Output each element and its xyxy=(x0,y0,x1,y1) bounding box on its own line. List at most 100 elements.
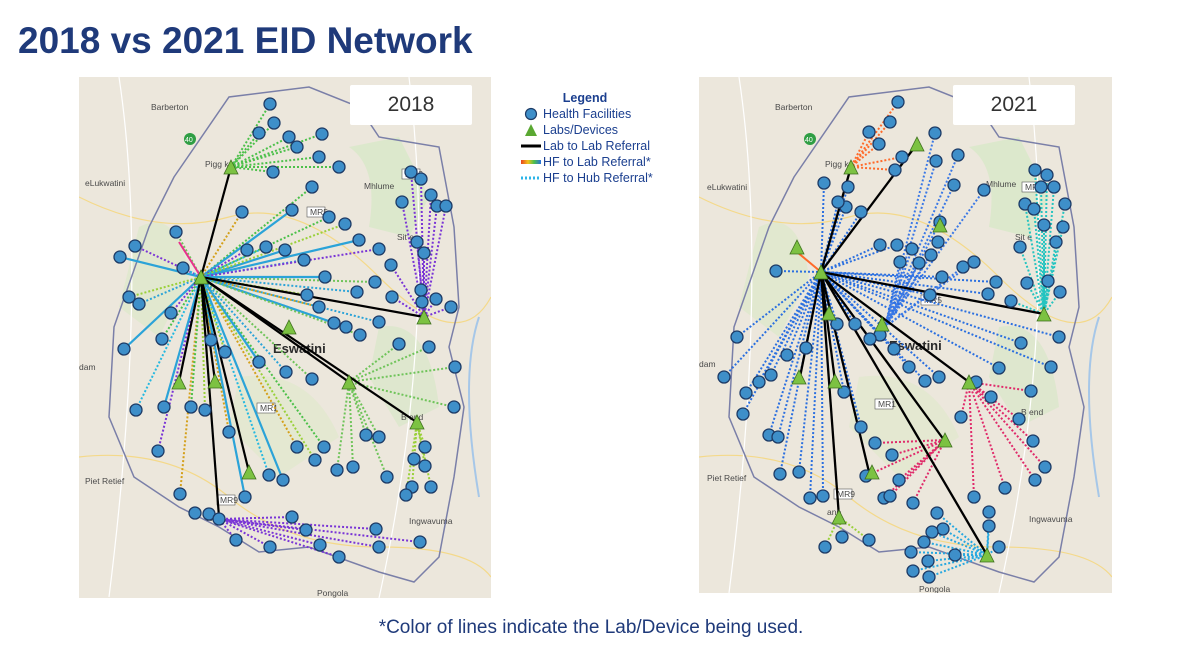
health-facility-marker xyxy=(410,235,424,249)
health-facility-marker xyxy=(318,270,332,284)
road-40-label: 40 xyxy=(185,137,193,144)
lab-device-marker xyxy=(171,374,187,390)
legend-label: HF to Hub Referral* xyxy=(543,171,653,185)
lab-device-marker xyxy=(223,159,239,175)
health-facility-marker xyxy=(155,332,169,346)
hub-referral-line xyxy=(348,381,367,436)
hub-referral-line xyxy=(1033,208,1045,315)
legend: Legend Health Facilities Labs/Devices La… xyxy=(520,91,680,186)
health-facility-marker xyxy=(276,473,290,487)
health-facility-marker xyxy=(285,510,299,524)
health-facility-marker xyxy=(290,440,304,454)
hub-referral-line xyxy=(758,271,822,383)
health-facility-marker xyxy=(173,487,187,501)
health-facility-marker xyxy=(392,337,406,351)
health-facility-marker xyxy=(1058,197,1072,211)
place-pongola: Pongola xyxy=(919,584,950,593)
health-facility-marker xyxy=(385,290,399,304)
place-mhlume: Mhlume xyxy=(364,181,395,191)
hub-referral-line xyxy=(968,381,1034,442)
map-2018[interactable]: MR3 MR5 MR1 MR9 40 Barberton Pigg k eLuk… xyxy=(79,77,491,598)
health-facility-marker xyxy=(1013,240,1027,254)
health-facility-marker xyxy=(887,342,901,356)
health-facility-marker xyxy=(184,400,198,414)
hub-referral-line xyxy=(200,276,298,448)
health-facility-marker xyxy=(117,342,131,356)
lab-device-marker xyxy=(241,464,257,480)
hub-referral-line xyxy=(138,276,202,305)
hub-referral-line xyxy=(820,182,825,273)
health-facility-marker xyxy=(936,522,950,536)
hub-referral-line xyxy=(884,160,937,328)
hub-referral-line xyxy=(968,381,1046,468)
health-facility-marker xyxy=(299,523,313,537)
road-mr3-label: MR3 xyxy=(1025,182,1043,192)
health-facility-marker xyxy=(925,525,939,539)
health-facility-marker xyxy=(956,260,970,274)
hub-referral-line xyxy=(200,276,380,323)
lab-device-marker xyxy=(341,374,357,390)
health-facility-marker xyxy=(924,248,938,262)
health-facility-marker xyxy=(129,403,143,417)
health-facility-marker xyxy=(422,340,436,354)
map-base: MR3 MR5 MR1 MR9 40 Barberton Pigg k eLuk… xyxy=(79,77,491,598)
hub-referral-line xyxy=(768,271,822,436)
health-facility-marker xyxy=(854,205,868,219)
hub-referral-line xyxy=(850,156,903,168)
health-facility-marker xyxy=(799,341,813,355)
health-facility-marker xyxy=(1052,330,1066,344)
health-facility-marker xyxy=(883,489,897,503)
health-facility-marker xyxy=(981,287,995,301)
place-eswatini: Eswatini xyxy=(889,338,942,353)
health-facility-marker xyxy=(212,512,226,526)
hub-referral-line xyxy=(884,132,936,328)
health-facility-marker xyxy=(780,348,794,362)
year-label-2021: 2021 xyxy=(953,85,1075,125)
referral-line xyxy=(796,251,822,273)
health-facility-marker xyxy=(424,480,438,494)
legend-label: Health Facilities xyxy=(543,107,632,121)
lab-device-marker xyxy=(937,432,953,448)
place-siteki: Sit e xyxy=(397,232,414,242)
hub-referral-line xyxy=(218,518,307,531)
place-siteki: Sit e xyxy=(1015,232,1032,242)
health-facility-marker xyxy=(862,125,876,139)
referral-line xyxy=(199,276,221,518)
place-pongola: Pongola xyxy=(317,588,348,598)
health-facility-marker xyxy=(792,465,806,479)
health-facility-marker xyxy=(229,533,243,547)
health-facility-marker xyxy=(929,154,943,168)
health-facility-marker xyxy=(414,172,428,186)
hub-referral-line xyxy=(931,531,988,556)
health-facility-marker xyxy=(921,554,935,568)
health-facility-marker xyxy=(918,374,932,388)
legend-label: HF to Lab Referral* xyxy=(543,155,651,169)
health-facility-marker xyxy=(262,468,276,482)
health-facility-marker xyxy=(128,239,142,253)
health-facility-marker xyxy=(862,533,876,547)
health-facility-marker xyxy=(350,285,364,299)
health-facility-marker xyxy=(841,180,855,194)
health-facility-marker xyxy=(372,430,386,444)
health-facility-marker xyxy=(404,165,418,179)
health-facility-marker xyxy=(204,333,218,347)
hub-referral-line xyxy=(200,211,243,278)
health-facility-marker xyxy=(308,453,322,467)
referral-line xyxy=(200,276,260,363)
health-facility-marker xyxy=(818,540,832,554)
health-facility-marker xyxy=(368,275,382,289)
lab-device-marker xyxy=(193,269,209,285)
health-facility-marker xyxy=(312,150,326,164)
referral-line xyxy=(199,276,217,382)
health-facility-marker xyxy=(1012,412,1026,426)
map-2021[interactable]: MR3 MR5 MR1 MR9 40 Barberton Pigg k eLuk… xyxy=(699,77,1112,593)
hub-referral-line xyxy=(1024,203,1045,315)
health-facility-marker xyxy=(888,163,902,177)
health-facility-marker xyxy=(417,246,431,260)
health-facility-marker xyxy=(278,243,292,257)
health-facility-marker xyxy=(935,270,949,284)
health-facility-marker xyxy=(252,126,266,140)
place-piggs-peak: Pigg k xyxy=(205,159,229,169)
hub-referral-line xyxy=(348,381,380,438)
hub-referral-line xyxy=(218,518,421,543)
